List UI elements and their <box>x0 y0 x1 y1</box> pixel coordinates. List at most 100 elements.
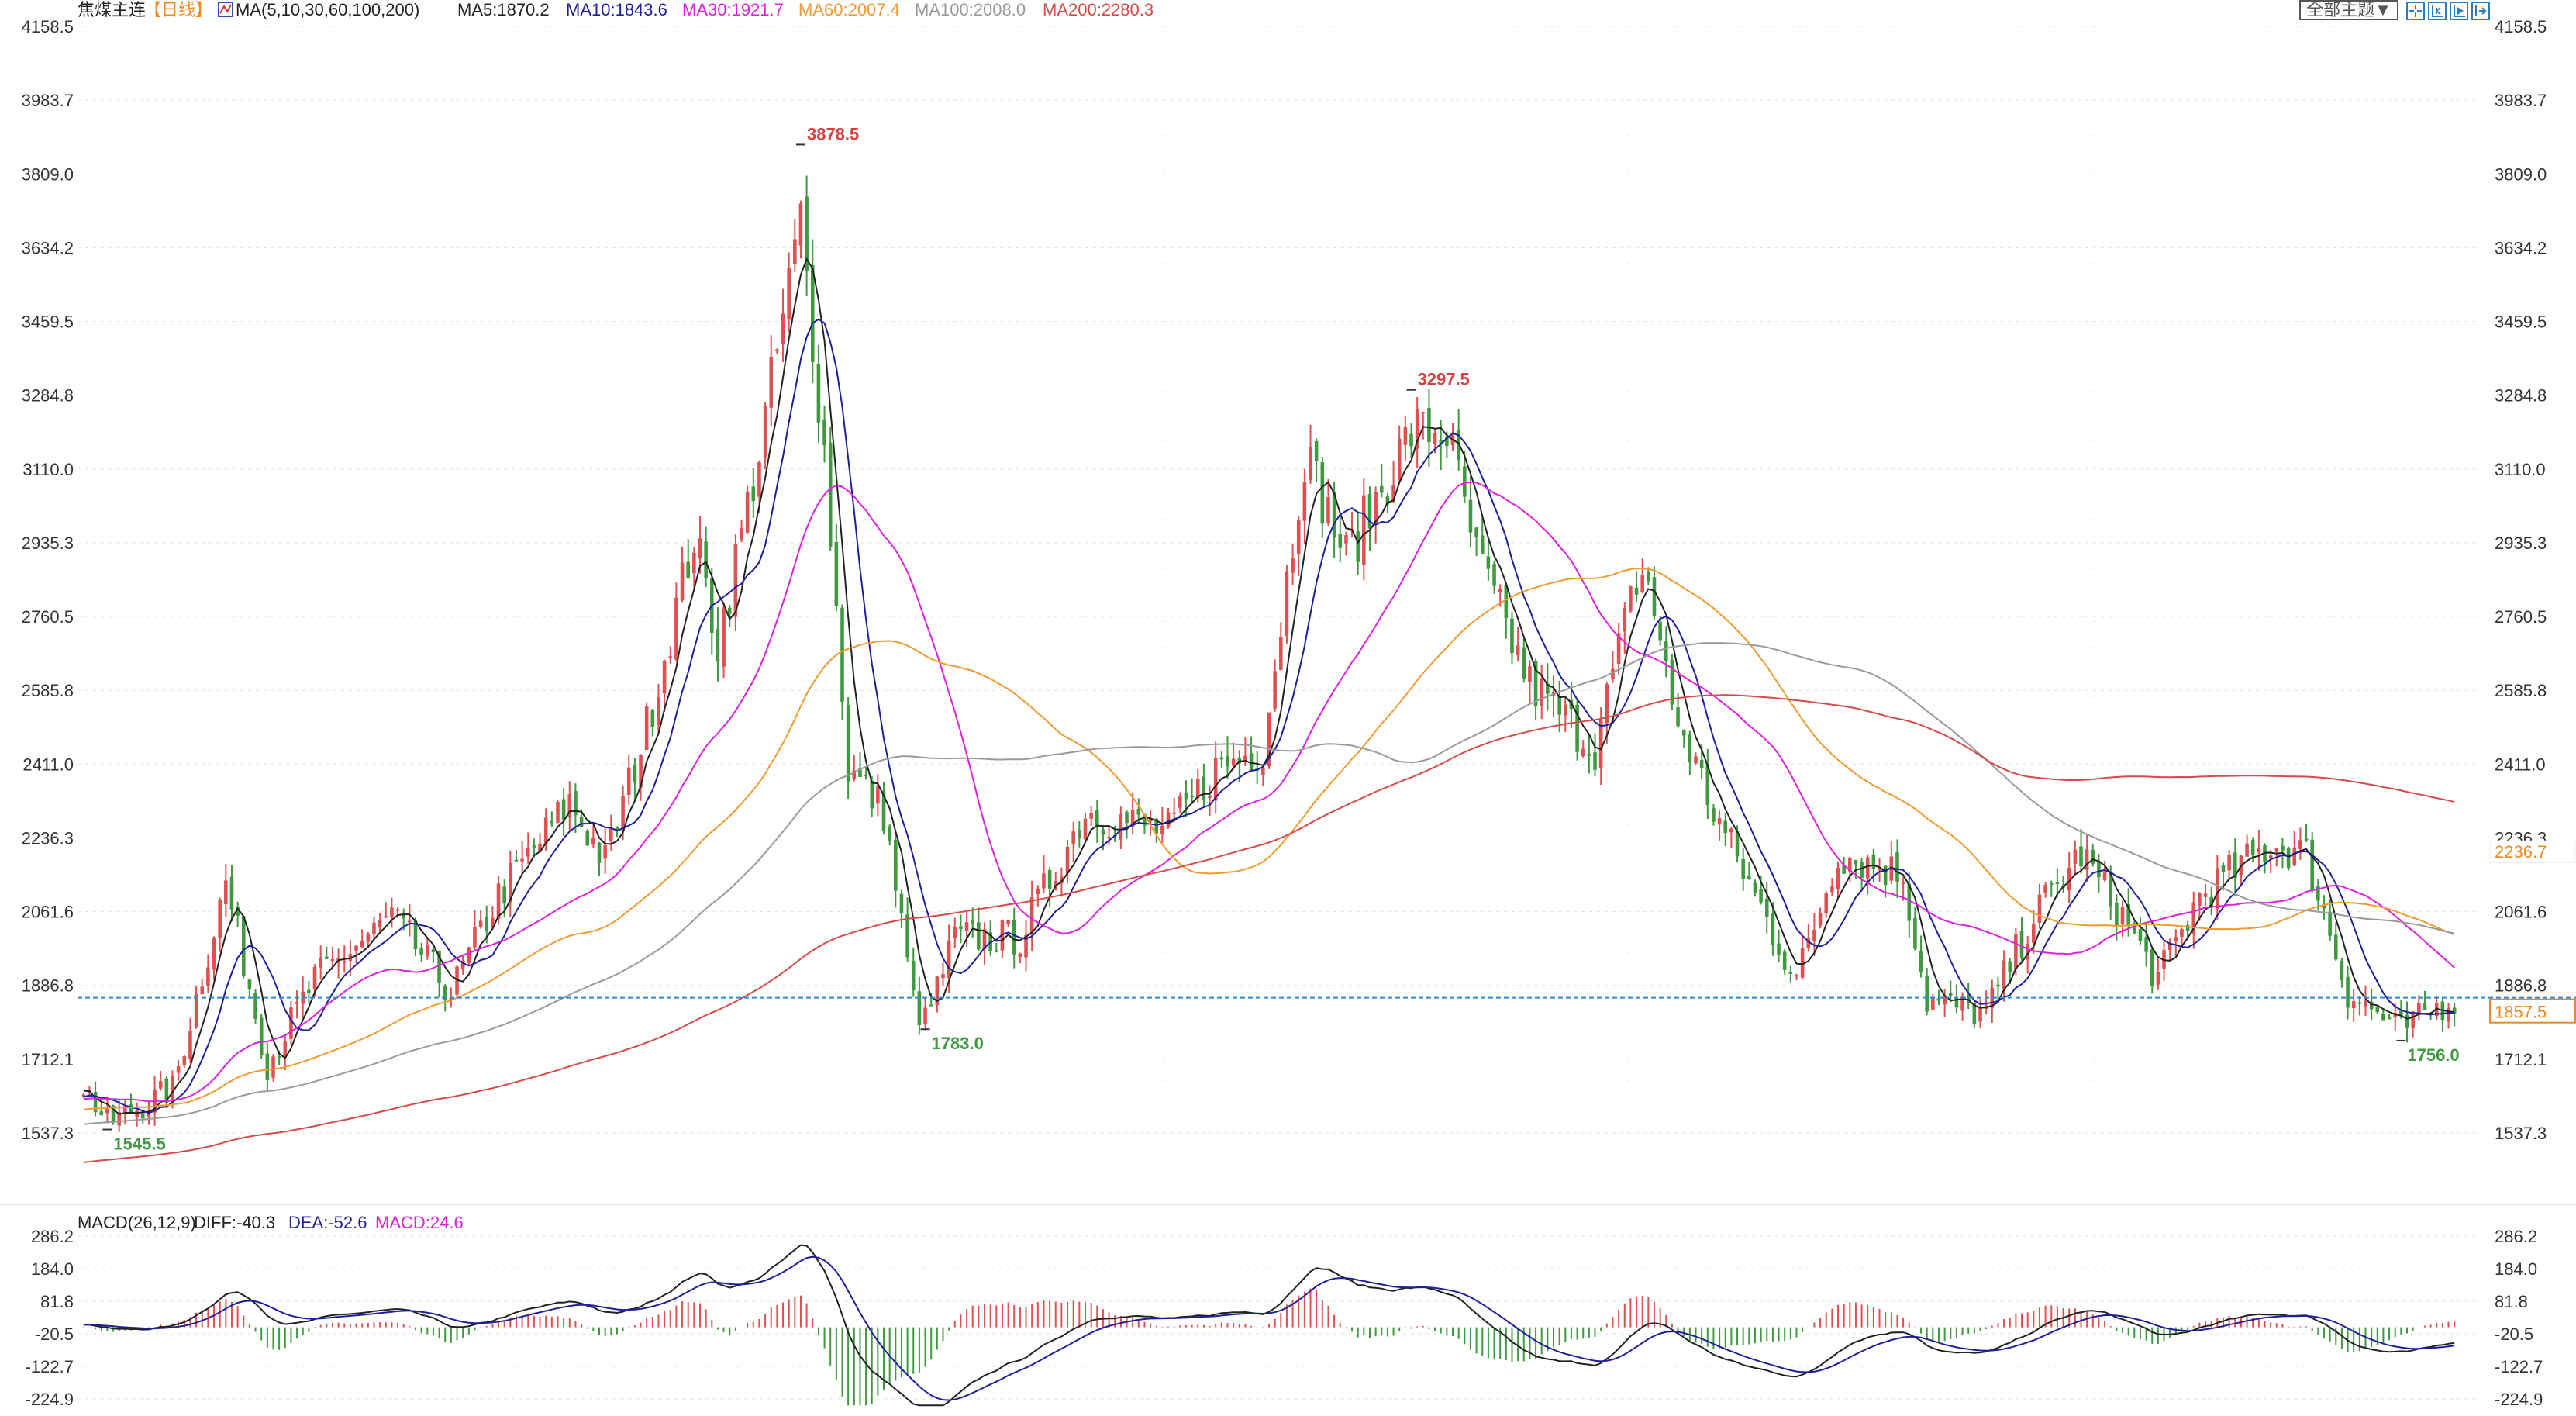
candle-body <box>1670 659 1674 705</box>
y-tick-label: 3459.5 <box>22 313 74 332</box>
play-button[interactable] <box>2450 2 2468 20</box>
candle-body <box>390 907 394 917</box>
y-tick-label: 3284.8 <box>22 386 74 406</box>
ma-label: MA30:1921.7 <box>682 0 784 19</box>
candle-body <box>2097 861 2101 877</box>
candle-body <box>2346 976 2350 1008</box>
candle-body <box>2375 1006 2380 1013</box>
candle-body <box>2185 924 2190 931</box>
candle-body <box>1611 668 1615 679</box>
y-tick-label: 2935.3 <box>2495 534 2547 553</box>
candle-body <box>1154 819 1159 834</box>
candle-body <box>846 704 850 782</box>
candle-body <box>520 858 524 862</box>
candle-body <box>307 989 311 993</box>
candle-body <box>1516 645 1520 656</box>
marker-price-box <box>2489 840 2576 863</box>
candle-body <box>1640 575 1644 592</box>
candle-body <box>2115 903 2119 927</box>
candle-body <box>1267 712 1271 767</box>
candle-body <box>567 794 572 817</box>
go-end-button[interactable] <box>2471 2 2490 20</box>
candle-body <box>532 845 536 848</box>
candle-body <box>1878 868 1881 870</box>
candle-body <box>277 1056 281 1059</box>
candle-body <box>1024 935 1028 958</box>
y-tick-label: 2061.6 <box>22 903 74 922</box>
ma-label: MA200:2280.3 <box>1043 0 1154 19</box>
candle-body <box>1184 792 1188 800</box>
candle-body <box>342 961 347 963</box>
candle-body <box>408 920 412 923</box>
candle-body <box>1788 971 1793 974</box>
candle-body <box>953 926 957 939</box>
candle-body <box>1374 492 1378 523</box>
candle-body <box>1367 493 1372 529</box>
candle-body <box>2357 1002 2362 1004</box>
candle-body <box>117 1112 121 1126</box>
candle-body <box>870 780 874 809</box>
candle-body <box>858 768 862 777</box>
candle-body <box>1078 830 1081 838</box>
annotations: 3878.5 3297.5 1545.5 1783.0 1756.0 1857.5 2236… <box>78 124 2576 1154</box>
candle-body <box>1226 756 1229 767</box>
candle-body <box>888 826 891 841</box>
play-icon <box>2454 5 2465 17</box>
candle-body <box>1083 818 1088 840</box>
candle-body <box>491 917 495 927</box>
macd-tick-label: 184.0 <box>2495 1259 2537 1279</box>
candle-body <box>1735 831 1740 857</box>
candle-body <box>1759 889 1763 903</box>
candle-body <box>2191 902 2196 934</box>
candle-body <box>591 838 595 845</box>
candle-body <box>775 349 779 351</box>
candle-body <box>793 239 797 264</box>
candle-body <box>923 1007 927 1024</box>
candle-body <box>585 831 590 846</box>
theme-dropdown[interactable]: 全部主题▼ <box>2299 0 2398 20</box>
candle-body <box>2085 849 2089 870</box>
macd-tick-label: -224.9 <box>26 1390 74 1409</box>
candle-body <box>881 790 886 831</box>
candle-body <box>1996 984 2000 987</box>
candle-body <box>2316 886 2320 901</box>
candle-body <box>1616 633 1621 664</box>
candle-body <box>194 993 198 1027</box>
candle-body <box>395 909 400 911</box>
y-tick-label: 3284.8 <box>2495 386 2547 406</box>
candle-body <box>1581 748 1585 756</box>
candle-body <box>1771 913 1775 945</box>
ma-params: MA(5,10,30,60,100,200) <box>236 0 419 19</box>
candle-body <box>467 947 471 963</box>
candle-body <box>1717 817 1722 825</box>
ma60-line <box>83 568 2455 1110</box>
candle-body <box>413 920 418 950</box>
candle-body <box>2322 904 2326 909</box>
candle-body <box>1249 753 1254 771</box>
candle-body <box>402 913 405 919</box>
y-tick-label: 2411.0 <box>22 755 74 774</box>
ma-label: MA60:2007.4 <box>798 0 900 19</box>
candle-body <box>1344 535 1348 544</box>
candle-body <box>626 767 631 795</box>
candle-body <box>704 541 708 579</box>
ma-label: MA100:2008.0 <box>915 0 1026 19</box>
ma-label: MA5:1870.2 <box>457 0 550 19</box>
candle-body <box>947 941 951 979</box>
candle-body <box>1042 873 1046 889</box>
candle-body <box>662 660 667 694</box>
candle-body <box>876 786 880 804</box>
candle-body <box>1919 951 1923 972</box>
candle-body <box>1676 707 1680 727</box>
y-tick-label: 2411.0 <box>2495 755 2546 774</box>
zoom-start-button[interactable] <box>2428 2 2447 20</box>
candle-body <box>431 949 436 953</box>
crosshair-button[interactable] <box>2406 2 2425 20</box>
candle-body <box>182 1055 187 1065</box>
current-price-box <box>2489 998 2576 1024</box>
candle-body <box>1296 520 1301 554</box>
candle-body <box>686 561 690 578</box>
period-label[interactable]: 【日线】 <box>144 0 212 19</box>
candle-body <box>354 945 358 951</box>
